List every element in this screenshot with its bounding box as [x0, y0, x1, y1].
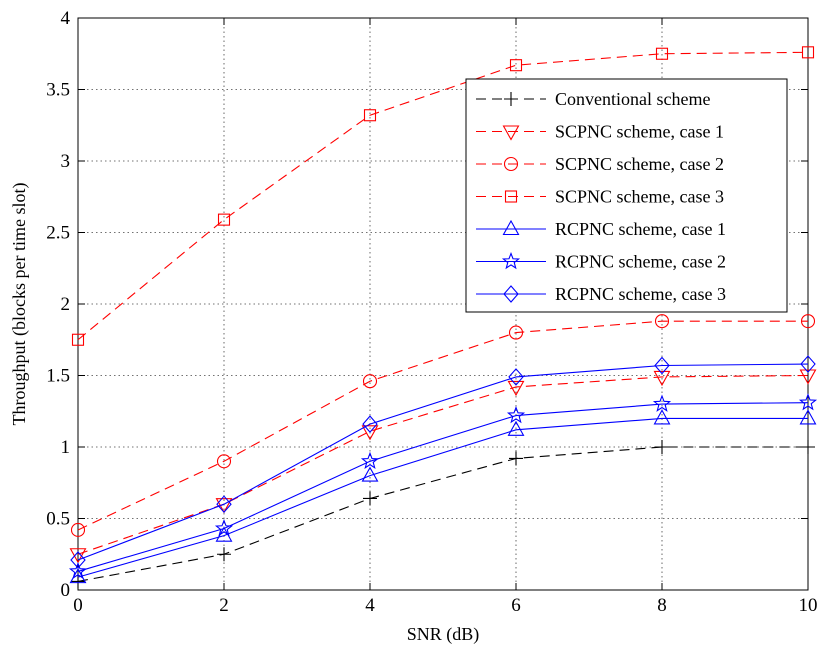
legend-entry: RCPNC scheme, case 3: [476, 284, 726, 304]
series-7: [70, 355, 816, 569]
series-6: [68, 393, 818, 580]
data-point-triangle-up-marker: [361, 466, 379, 482]
data-point-diamond-marker: [503, 285, 519, 303]
y-tick-label: 1.5: [46, 366, 70, 387]
data-point-star-marker: [798, 393, 818, 411]
series-line: [77, 446, 808, 582]
legend-entry: RCPNC scheme, case 2: [476, 252, 726, 272]
data-point-diamond-marker: [70, 551, 86, 569]
x-tick-label: 6: [511, 595, 521, 616]
y-tick-label: 1: [61, 437, 71, 458]
data-point-circle-marker: [216, 454, 232, 469]
data-point-plus-marker: [655, 440, 669, 454]
data-point-triangle-up-marker: [653, 409, 671, 425]
y-tick-label: 2.5: [46, 223, 70, 244]
data-point-triangle-down-marker: [799, 369, 817, 385]
data-point-diamond-marker: [362, 415, 378, 433]
data-point-plus-marker: [363, 491, 377, 506]
data-point-square-marker: [655, 47, 669, 60]
legend-label: RCPNC scheme, case 1: [555, 219, 726, 239]
y-tick-label: 3.5: [46, 80, 70, 101]
data-point-square-marker: [504, 190, 518, 203]
legend-entry: RCPNC scheme, case 1: [476, 219, 726, 239]
data-point-triangle-up-marker: [507, 420, 525, 436]
series-1: [71, 440, 815, 589]
data-point-square-marker: [509, 59, 523, 72]
data-point-circle-marker: [362, 374, 378, 389]
data-point-circle-marker: [654, 314, 670, 329]
data-point-triangle-down-marker: [507, 380, 525, 397]
series-4: [71, 46, 815, 346]
legend-label: RCPNC scheme, case 3: [555, 284, 726, 304]
data-point-diamond-marker: [654, 356, 670, 375]
legend-label: Conventional scheme: [555, 89, 710, 109]
data-point-star-marker: [501, 251, 521, 270]
data-point-diamond-marker: [800, 355, 816, 373]
legend-label: RCPNC scheme, case 2: [555, 252, 726, 272]
x-tick-label: 8: [657, 595, 667, 616]
x-axis-label: SNR (dB): [407, 624, 480, 645]
legend-entry: SCPNC scheme, case 2: [476, 154, 724, 174]
legend: Conventional scheme SCPNC scheme, case 1 S…: [465, 78, 788, 313]
series-line: [77, 402, 809, 572]
series-2: [69, 369, 817, 564]
series-line: [77, 374, 809, 555]
data-point-circle-marker: [70, 522, 86, 537]
y-axis-label: Throughput (blocks per time slot): [9, 183, 30, 426]
data-point-triangle-down-marker: [653, 370, 671, 387]
series-5: [69, 409, 817, 584]
data-point-diamond-marker: [508, 368, 524, 386]
legend-label: SCPNC scheme, case 2: [555, 154, 724, 174]
x-tick-label: 2: [219, 595, 229, 616]
y-tick-label: 0.5: [46, 509, 70, 530]
data-point-plus-marker: [217, 547, 231, 562]
legend-entry: SCPNC scheme, case 1: [476, 122, 724, 142]
data-point-star-marker: [68, 561, 88, 580]
data-point-triangle-down-marker: [361, 425, 379, 441]
data-point-diamond-marker: [216, 495, 232, 514]
axis-ticks: 0 2 4 6 8 10 0 0.5 1 1.5 2 2.5 3 3.5 4: [46, 8, 817, 616]
series-line: [77, 417, 808, 578]
x-tick-label: 10: [799, 595, 818, 616]
data-point-star-marker: [214, 518, 234, 537]
data-point-circle-marker: [503, 156, 519, 172]
data-point-square-marker: [71, 333, 85, 346]
series-line: [77, 320, 808, 531]
data-point-square-marker: [363, 109, 377, 122]
x-tick-label: 0: [73, 595, 83, 616]
legend-box: [465, 78, 788, 313]
legend-entry: SCPNC scheme, case 3: [476, 187, 724, 207]
data-point-square-marker: [217, 213, 231, 226]
x-tick-label: 4: [365, 595, 375, 616]
data-point-star-marker: [652, 394, 672, 412]
data-point-star-marker: [506, 405, 526, 424]
series-3: [70, 314, 816, 537]
series-layer: [68, 46, 818, 589]
legend-label: SCPNC scheme, case 1: [555, 122, 724, 142]
series-line: [77, 51, 809, 341]
data-point-circle-marker: [508, 325, 524, 340]
data-point-circle-marker: [800, 314, 816, 329]
y-tick-label: 4: [61, 8, 71, 29]
data-point-triangle-down-marker: [502, 125, 520, 141]
y-tick-label: 2: [61, 294, 71, 315]
data-point-triangle-up-marker: [799, 409, 817, 425]
y-tick-label: 3: [61, 151, 71, 172]
data-point-plus-marker: [509, 451, 523, 466]
data-point-plus-marker: [504, 92, 518, 106]
y-tick-label: 0: [61, 580, 71, 601]
data-point-star-marker: [360, 451, 380, 470]
legend-entry: Conventional scheme: [476, 89, 710, 109]
legend-label: SCPNC scheme, case 3: [555, 187, 724, 207]
data-point-triangle-up-marker: [502, 219, 520, 236]
series-line: [77, 363, 809, 561]
data-point-square-marker: [801, 46, 815, 59]
data-point-plus-marker: [801, 440, 815, 454]
